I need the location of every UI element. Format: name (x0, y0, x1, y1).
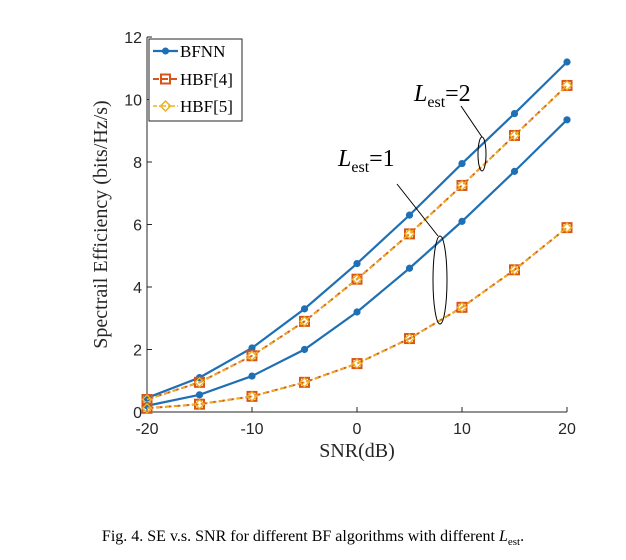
point-hbf-5-l-est-1 (404, 333, 415, 345)
series-line-hbf-5-l-est-2 (146, 84, 568, 401)
series-line-hbf-5-l-est-1 (146, 227, 568, 410)
point-hbf-4-l-est-1 (351, 358, 363, 370)
annotation-pointer-2 (460, 105, 483, 138)
point-hbf-5-l-est-2 (299, 315, 310, 327)
y-tick-label: 10 (124, 93, 142, 110)
point-hbf-5-l-est-1 (141, 402, 153, 414)
caption-text: Fig. 4. SE v.s. SNR for different BF alg… (101, 528, 499, 545)
y-tick-label: 12 (124, 30, 142, 47)
point-bfnn-l-est-2 (248, 344, 256, 352)
point-hbf-5-l-est-2 (456, 179, 468, 191)
annotation-lest-2: Lest=2 (413, 81, 487, 172)
point-bfnn-l-est-1 (563, 116, 571, 124)
point-hbf-5-l-est-1 (194, 398, 205, 410)
legend-entry-hbf4: HBF[4] (153, 70, 233, 89)
annotation-label-2: Lest=2 (413, 81, 471, 111)
caption-subscript: est (507, 536, 521, 549)
point-hbf-5-l-est-1 (299, 376, 310, 388)
annotation-lest-1: Lest=1 (337, 146, 448, 325)
annotation-label-1: Lest=1 (337, 146, 395, 176)
x-axis-label: SNR(dB) (319, 440, 395, 462)
point-bfnn-l-est-1 (300, 345, 309, 354)
y-tick-label: 0 (133, 405, 142, 422)
annotation-ellipse-1 (432, 235, 448, 325)
point-hbf-5-l-est-2 (246, 350, 258, 362)
point-bfnn-l-est-2 (510, 109, 519, 118)
point-bfnn-l-est-1 (458, 217, 466, 225)
point-hbf-5-l-est-2 (561, 79, 573, 91)
point-bfnn-l-est-1 (353, 308, 361, 316)
point-bfnn-l-est-2 (563, 58, 571, 66)
y-tick-label: 2 (133, 343, 142, 360)
y-axis-label: Spectrail Efficiency (bits/Hz/s) (90, 100, 112, 348)
x-tick-label: -20 (135, 421, 158, 438)
legend-label-hbf4: HBF[4] (180, 70, 233, 89)
x-tick-label: -10 (240, 421, 263, 438)
x-tick-label: 10 (453, 421, 471, 438)
caption-symbol: L (498, 528, 508, 545)
plot-area: -20 -10 0 10 20 0 2 4 6 8 10 12 SNR(dB) Spectrail Eff… (90, 30, 576, 462)
point-hbf-5-l-est-1 (351, 358, 363, 370)
point-hbf-5-l-est-1 (246, 390, 258, 402)
caption-suffix: . (520, 528, 525, 545)
point-bfnn-l-est-1 (405, 264, 414, 272)
point-hbf-5-l-est-2 (351, 273, 363, 285)
legend-entry-hbf5: HBF[5] (153, 97, 233, 116)
point-hbf-5-l-est-2 (509, 129, 520, 141)
figure-caption: Fig. 4. SE v.s. SNR for different BF alg… (0, 528, 626, 548)
point-bfnn-l-est-2 (458, 159, 466, 168)
point-bfnn-l-est-2 (405, 211, 414, 219)
annotation-pointer-1 (396, 183, 439, 237)
x-tick-label: 20 (558, 421, 576, 438)
chart: -20 -10 0 10 20 0 2 4 6 8 10 12 SNR(dB) Spectrail Eff… (90, 30, 576, 462)
point-bfnn-l-est-2 (300, 305, 309, 313)
x-tick-label: 0 (353, 421, 362, 438)
point-hbf-5-l-est-2 (194, 376, 205, 388)
point-bfnn-l-est-1 (248, 372, 256, 380)
y-tick-label: 4 (133, 280, 142, 297)
point-hbf-5-l-est-1 (456, 301, 468, 313)
legend-entry-bfnn: BFNN (153, 42, 225, 61)
legend: BFNN HBF[4] HBF[5] (148, 38, 243, 122)
point-hbf-5-l-est-2 (404, 228, 415, 240)
point-hbf-5-l-est-1 (509, 264, 520, 276)
series-line-hbf-4-l-est-1 (146, 226, 568, 410)
legend-label-hbf5: HBF[5] (180, 97, 233, 116)
legend-label-bfnn: BFNN (180, 42, 225, 61)
series-line-hbf-4-l-est-2 (146, 84, 568, 401)
annotation-ellipse-2 (477, 136, 487, 172)
y-tick-label: 6 (133, 218, 142, 235)
y-tick-label: 8 (133, 155, 142, 172)
point-bfnn-l-est-1 (195, 391, 204, 399)
point-bfnn-l-est-1 (510, 167, 519, 175)
point-bfnn-l-est-2 (353, 259, 361, 268)
point-hbf-5-l-est-1 (561, 222, 573, 234)
